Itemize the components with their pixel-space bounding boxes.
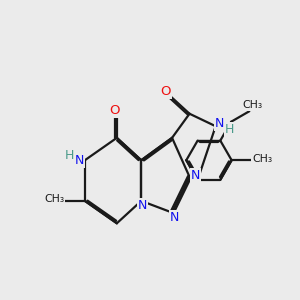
Text: CH₃: CH₃ <box>252 154 272 164</box>
Text: O: O <box>160 85 171 98</box>
Text: N: N <box>214 117 224 130</box>
Text: CH₃: CH₃ <box>45 194 65 205</box>
Text: N: N <box>75 154 85 167</box>
Text: CH₃: CH₃ <box>242 100 262 110</box>
Text: N: N <box>138 199 147 212</box>
Text: N: N <box>170 211 179 224</box>
Text: H: H <box>65 149 74 162</box>
Text: O: O <box>109 104 120 117</box>
Text: N: N <box>190 169 200 182</box>
Text: H: H <box>225 123 234 136</box>
